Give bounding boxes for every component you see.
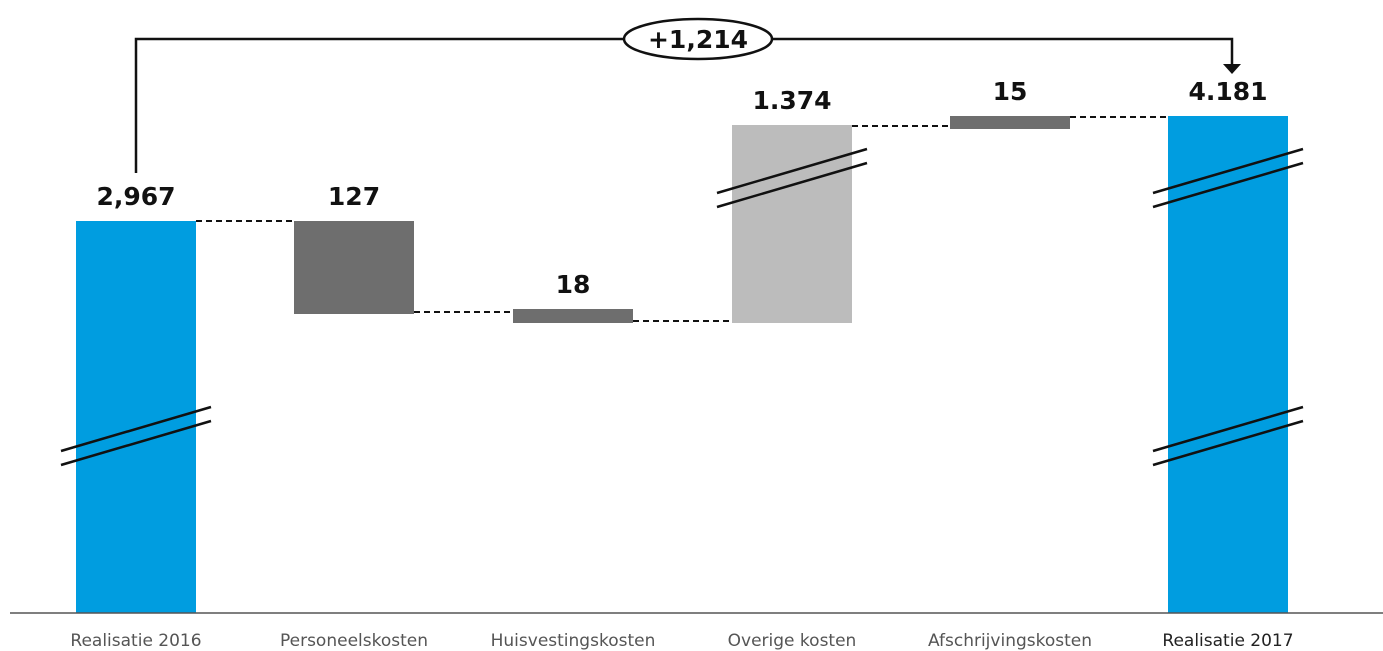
category-label-realisatie-2017: Realisatie 2017 [1162, 631, 1293, 651]
category-label-realisatie-2016: Realisatie 2016 [70, 631, 201, 651]
category-labels-layer: Realisatie 2016 Personeelskosten Huisvesti… [70, 631, 1293, 651]
total-change-label: +1,214 [648, 25, 748, 54]
value-labels-layer: 2,967 127 18 1.374 15 4.181 [96, 77, 1267, 299]
axis-break-mark [60, 405, 212, 453]
value-label-realisatie-2017: 4.181 [1188, 77, 1267, 106]
axis-break-mark [1152, 419, 1304, 467]
category-label-personeelskosten: Personeelskosten [280, 631, 428, 651]
value-label-personeelskosten: 127 [328, 182, 380, 211]
bar-personeelskosten [294, 221, 414, 314]
bar-overige-kosten [732, 125, 852, 323]
bars-layer [76, 116, 1288, 613]
axis-break-mark [1152, 405, 1304, 453]
value-label-afschrijvingskosten: 15 [993, 77, 1028, 106]
axis-break-mark [1152, 161, 1304, 209]
connectors-layer [196, 116, 1168, 322]
axis-breaks-layer [60, 147, 1304, 467]
axis-break-mark [60, 419, 212, 467]
total-change-badge [622, 17, 774, 61]
value-label-huisvestingskosten: 18 [556, 270, 591, 299]
bar-realisatie-2017 [1168, 116, 1288, 613]
total-change-arrow-icon [1223, 64, 1241, 74]
total-change-bracket: +1,214 [134, 17, 1241, 173]
bar-afschrijvingskosten [950, 116, 1070, 129]
axis-break-mark [716, 147, 868, 195]
category-label-overige-kosten: Overige kosten [728, 631, 857, 651]
category-label-afschrijvingskosten: Afschrijvingskosten [928, 631, 1092, 651]
category-label-huisvestingskosten: Huisvestingskosten [491, 631, 656, 651]
value-label-overige-kosten: 1.374 [752, 86, 831, 115]
axis-break-mark [716, 161, 868, 209]
bar-huisvestingskosten [513, 309, 633, 323]
value-label-realisatie-2016: 2,967 [96, 182, 175, 211]
axis-break-mark [1152, 147, 1304, 195]
